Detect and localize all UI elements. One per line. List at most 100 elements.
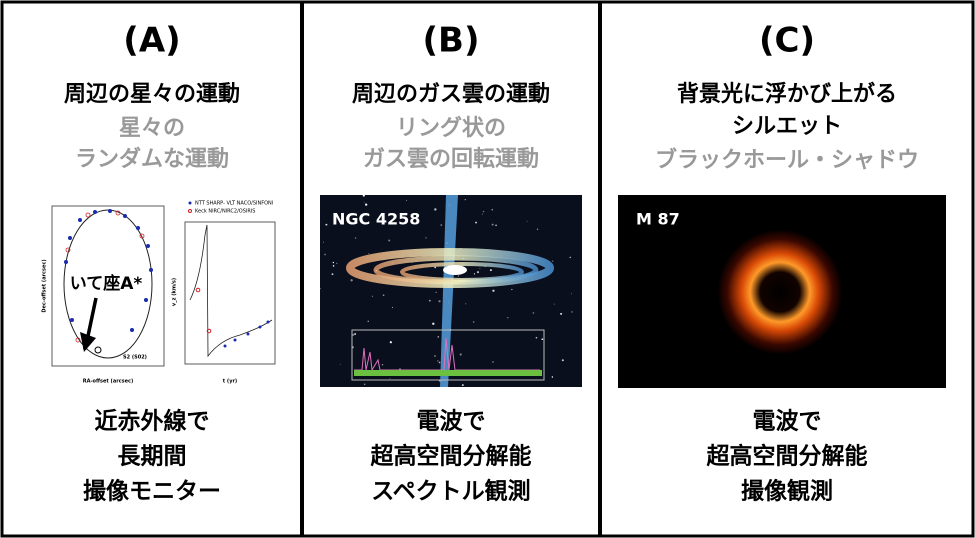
legend-entry: NTT SHARP- VLT NACO/SINFONI <box>195 201 273 207</box>
star-dot <box>332 265 335 267</box>
star-dot <box>570 293 572 295</box>
subheading: 星々の <box>119 116 185 141</box>
star-dot <box>428 299 431 302</box>
star-dot <box>560 312 563 315</box>
star-dot <box>553 303 555 305</box>
star-dot <box>425 237 427 239</box>
star-dot <box>434 266 436 269</box>
star-dot <box>435 291 437 293</box>
subheading: リング状の <box>396 115 506 141</box>
footer-line: 超高空間分解能 <box>707 443 868 470</box>
marker-label: いて座A* <box>70 273 143 294</box>
x-axis-label: t (yr) <box>223 379 237 385</box>
star-dot <box>434 355 436 357</box>
footer-line: 長期間 <box>118 444 187 470</box>
subheading: ガス雲の回転運動 <box>363 146 539 172</box>
heading: 周辺のガス雲の運動 <box>352 82 550 107</box>
star-dot <box>363 201 365 203</box>
star-dot <box>526 220 528 222</box>
star-dot <box>437 336 439 338</box>
star-dot <box>489 269 492 272</box>
star-dot <box>440 224 443 226</box>
star-dot <box>352 333 355 336</box>
star-dot <box>325 223 328 226</box>
footer-line: 超高空間分解能 <box>371 443 532 470</box>
star-dot <box>551 376 554 378</box>
star-dot <box>382 294 385 297</box>
star-dot <box>535 336 538 339</box>
star-dot <box>350 279 353 282</box>
maser-figure: NGC 4258 <box>319 194 582 387</box>
y-axis-label: v_z (km/s) <box>172 278 178 306</box>
star-dot <box>507 317 509 319</box>
star-dot <box>492 289 495 292</box>
star-dot <box>561 359 564 362</box>
star-dot <box>541 338 544 341</box>
star-dot <box>472 321 475 323</box>
footer-line: 近赤外線で <box>95 408 210 435</box>
legend-entry: Keck NIRC/NIRC2/OSIRIS <box>195 209 255 215</box>
star-dot <box>461 384 464 386</box>
star-dot <box>331 273 334 276</box>
star-dot <box>432 322 435 325</box>
star-dot <box>323 241 325 243</box>
star-dot <box>362 194 365 197</box>
star-dot <box>457 275 459 277</box>
orbit-figure: RA-offset (arcsec) Dec-offset (arcsec) S… <box>38 198 282 386</box>
footer-line: 電波で <box>753 409 822 435</box>
footer-line: 撮像モニター <box>83 478 221 505</box>
star-dot <box>532 312 535 314</box>
star-dot <box>437 360 439 362</box>
star-dot <box>479 268 481 270</box>
star-dot <box>388 239 391 242</box>
star-dot <box>495 224 497 227</box>
panel-label: (C) <box>759 21 815 61</box>
star-dot <box>571 311 573 313</box>
star-dot <box>482 210 485 213</box>
star-dot <box>354 333 356 335</box>
star-dot <box>368 252 370 254</box>
subheading: ブラックホール・シャドウ <box>655 147 919 173</box>
star-dot <box>319 287 321 290</box>
star-label: S2 (S02) <box>123 355 147 361</box>
star-dot <box>569 256 572 259</box>
star-dot <box>332 261 335 264</box>
star-dot <box>464 198 466 201</box>
star-dot <box>492 361 494 363</box>
panel-label: (A) <box>123 21 180 61</box>
x-axis-label: RA-offset (arcsec) <box>83 379 133 385</box>
star-dot <box>391 306 393 308</box>
shadow-figure: M 87 <box>618 195 946 388</box>
star-dot <box>491 223 494 226</box>
star-dot <box>365 203 368 206</box>
subheading: ランダムな運動 <box>75 146 229 172</box>
star-dot <box>434 208 437 211</box>
star-dot <box>367 320 369 322</box>
footer-line: スペクトル観測 <box>371 478 530 505</box>
y-axis-label: Dec-offset (arcsec) <box>42 259 48 312</box>
heading: シルエット <box>732 114 842 139</box>
star-dot <box>476 271 479 274</box>
star-dot <box>339 363 341 365</box>
star-dot <box>473 273 476 275</box>
heading: 周辺の星々の運動 <box>64 82 240 107</box>
panel-label: (B) <box>423 21 480 61</box>
star-dot <box>371 295 374 297</box>
star-dot <box>536 228 539 230</box>
star-dot <box>354 237 357 239</box>
star-dot <box>481 213 483 215</box>
star-dot <box>491 208 494 211</box>
star-dot <box>459 353 462 356</box>
image-label: M 87 <box>636 210 680 229</box>
star-dot <box>389 341 392 344</box>
star-dot <box>438 300 441 303</box>
star-dot <box>438 361 441 364</box>
footer-line: 撮像観測 <box>741 478 833 505</box>
star-dot <box>363 383 366 385</box>
image-label: NGC 4258 <box>332 210 420 229</box>
star-dot <box>381 363 384 366</box>
star-dot <box>465 303 467 305</box>
star-dot <box>511 288 513 291</box>
